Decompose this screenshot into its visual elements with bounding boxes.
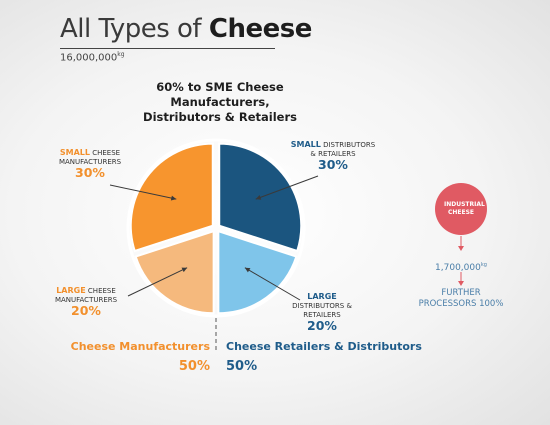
label-small-dist-rest: DISTRIBUTORS & RETAILERS bbox=[310, 141, 376, 158]
label-small-dist: SMALL DISTRIBUTORS & RETAILERS 30% bbox=[290, 140, 376, 172]
pie-slice-large-dist-leader bbox=[244, 267, 301, 301]
label-large-cheese-rest: CHEESE MANUFACTURERS bbox=[54, 287, 118, 304]
industrial-value: 1,700,000 bbox=[435, 263, 481, 273]
subtitle-unit: kg bbox=[117, 51, 125, 58]
retailers-distributors-label: Cheese Retailers & Distributors bbox=[226, 340, 422, 353]
industrial-cheese-badge: INDUSTRIAL CHEESE bbox=[435, 183, 487, 235]
title-divider bbox=[60, 48, 275, 49]
label-large-dist-pct: 20% bbox=[307, 318, 337, 333]
label-large-dist-emph: LARGE bbox=[307, 292, 337, 301]
pie-slice-small-dist-arrowhead bbox=[255, 195, 262, 200]
pie-slice-large-cheese-arrowhead bbox=[181, 267, 188, 273]
label-large-dist: LARGE DISTRIBUTORS & RETAILERS 20% bbox=[282, 292, 362, 333]
label-small-dist-emph: SMALL bbox=[290, 140, 321, 149]
further-processors: FURTHER PROCESSORS 100% bbox=[418, 288, 504, 309]
cheese-manufacturers-label: Cheese Manufacturers bbox=[70, 340, 210, 353]
leader-lines bbox=[109, 175, 319, 301]
pie-slices bbox=[126, 138, 306, 318]
label-small-cheese-emph: SMALL bbox=[59, 148, 90, 157]
page-subtitle: 16,000,000kg bbox=[60, 51, 125, 63]
pie-slice-large-cheese-leader bbox=[127, 267, 188, 297]
industrial-cheese-label: INDUSTRIAL CHEESE bbox=[444, 201, 485, 216]
industrial-unit: kg bbox=[480, 262, 487, 268]
label-small-dist-pct: 30% bbox=[318, 157, 348, 172]
label-large-cheese-pct: 20% bbox=[71, 303, 101, 318]
industrial-cheese-amount: 1,700,000kg bbox=[420, 262, 502, 273]
pie-slice-large-dist-arrowhead bbox=[244, 267, 251, 273]
label-small-cheese: SMALL CHEESE MANUFACTURERS 30% bbox=[58, 148, 122, 180]
retailers-distributors-total: Cheese Retailers & Distributors 50% bbox=[226, 340, 446, 374]
pie-slice-small-cheese-arrowhead bbox=[170, 195, 177, 201]
pie-outer-ring bbox=[126, 138, 306, 318]
pie-slice-large-dist bbox=[217, 229, 298, 315]
label-large-cheese: LARGE CHEESE MANUFACTURERS 20% bbox=[44, 286, 128, 318]
subtitle-value: 16,000,000 bbox=[60, 52, 118, 64]
sme-heading: 60% to SME Cheese Manufacturers, Distrib… bbox=[143, 80, 297, 124]
title-light: All Types of bbox=[60, 14, 209, 44]
pie-slice-small-cheese-leader bbox=[109, 184, 177, 200]
retailers-distributors-pct: 50% bbox=[226, 359, 258, 374]
label-large-dist-rest: DISTRIBUTORS & RETAILERS bbox=[292, 302, 352, 319]
cheese-manufacturers-pct: 50% bbox=[178, 359, 210, 374]
pie-slice-large-cheese bbox=[134, 229, 215, 315]
title-bold: Cheese bbox=[208, 14, 312, 44]
label-large-cheese-emph: LARGE bbox=[56, 286, 86, 295]
industrial-arrow-bottom bbox=[458, 281, 464, 286]
cheese-manufacturers-total: Cheese Manufacturers 50% bbox=[40, 340, 210, 374]
label-small-cheese-pct: 30% bbox=[75, 165, 105, 180]
page-title: All Types of Cheese bbox=[60, 14, 312, 44]
industrial-arrow-top bbox=[458, 246, 464, 251]
pie-slice-small-dist-leader bbox=[255, 175, 319, 200]
label-small-cheese-rest: CHEESE MANUFACTURERS bbox=[58, 149, 122, 166]
